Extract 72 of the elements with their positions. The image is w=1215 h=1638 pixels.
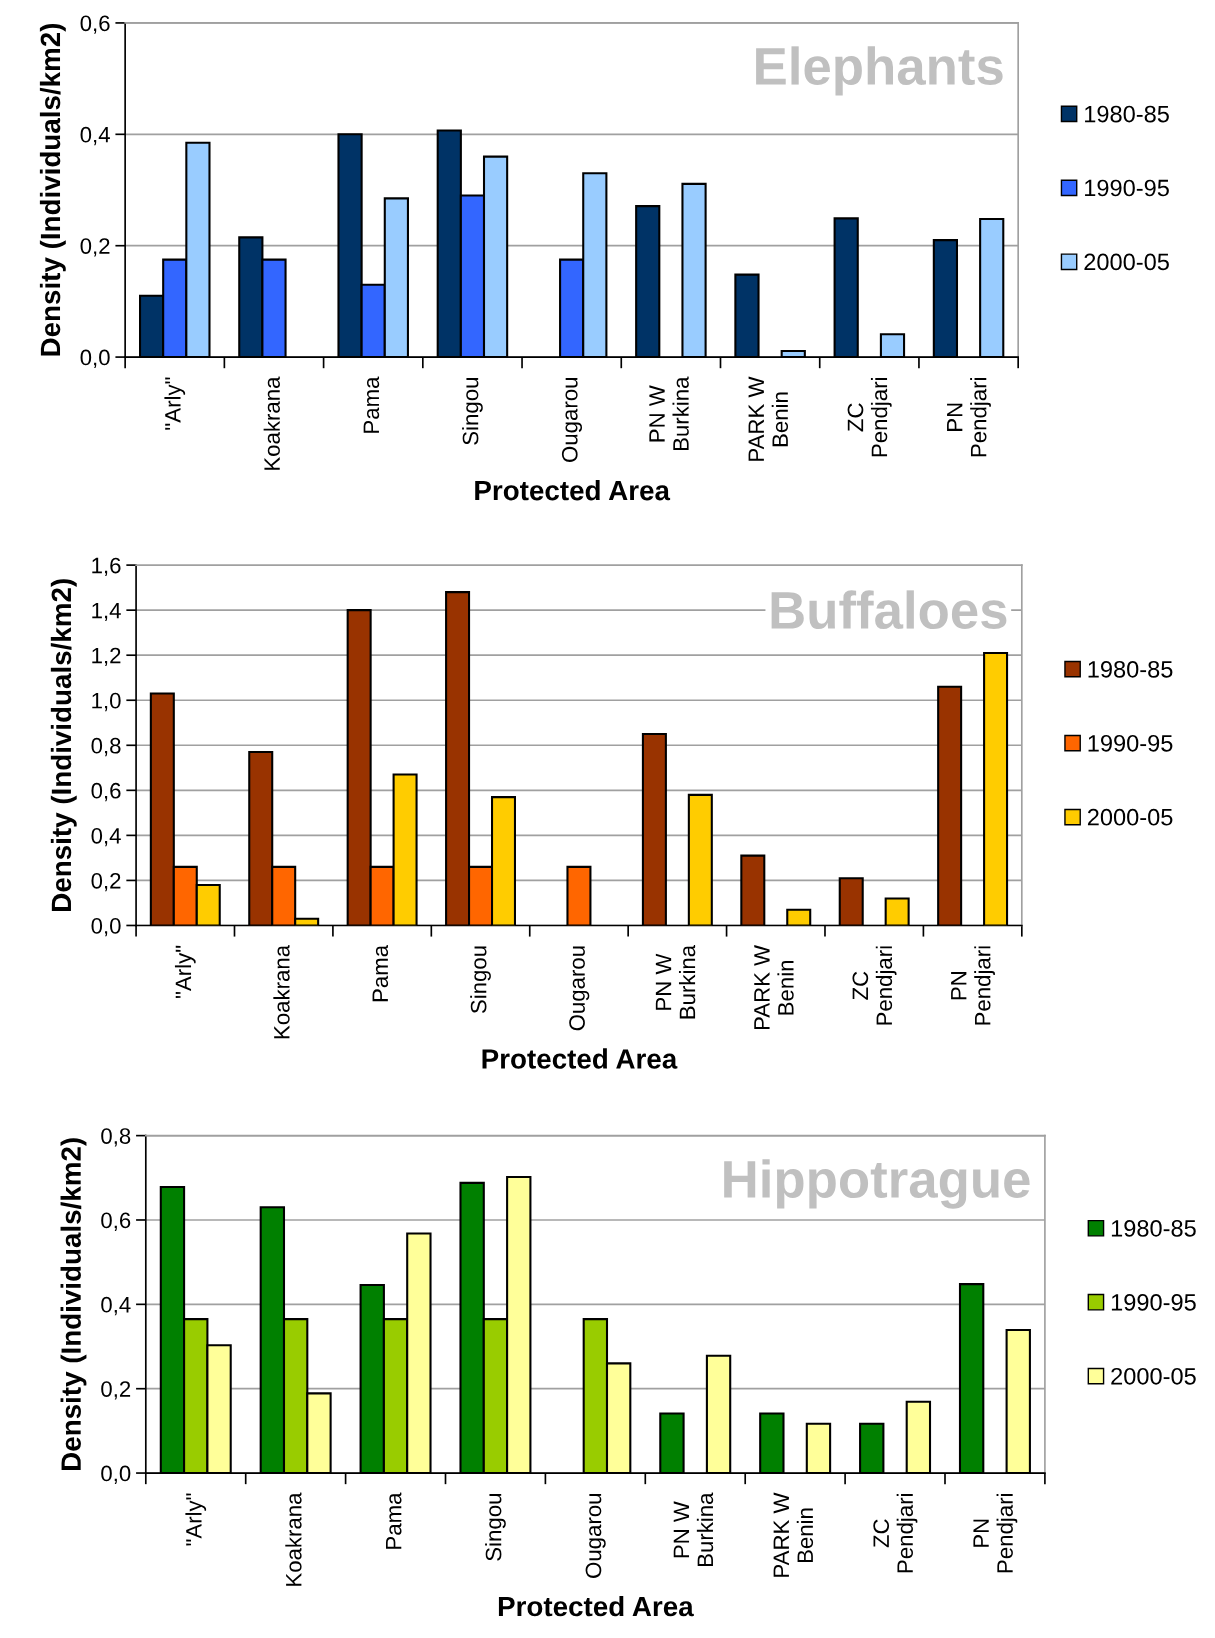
chart-title: Hippotrague — [724, 1159, 1030, 1209]
y-tick-label: 0,6 — [101, 1212, 131, 1231]
chart-title: Elephants — [756, 46, 1003, 96]
y-tick-label: 0,2 — [101, 1381, 131, 1400]
x-axis-title: Protected Area — [482, 1048, 678, 1069]
y-tick-label: 0,8 — [91, 737, 121, 757]
y-axis-title: Density (Individuals/km2) — [39, 23, 66, 356]
bar — [786, 908, 812, 926]
x-tick-label: ZC Pendjari — [852, 946, 897, 1025]
legend-label: 2000-05 — [1087, 808, 1173, 826]
x-tick-label: PN Pendjari — [951, 946, 995, 1025]
y-tick-label: 0,0 — [80, 349, 110, 368]
legend-label: 2000-05 — [1084, 253, 1169, 271]
y-tick-label: 0,0 — [91, 918, 121, 937]
y-tick-label: 0,8 — [101, 1128, 131, 1147]
chart-title: Buffaloes — [771, 590, 1007, 630]
x-tick-label: Pama — [386, 1492, 402, 1549]
y-tick-label: 0,4 — [80, 126, 110, 146]
y-tick-label: 1,0 — [92, 692, 121, 712]
x-tick-label: PN W Burkina — [649, 376, 689, 451]
legend-label: 1990-95 — [1085, 179, 1169, 197]
bar — [838, 877, 864, 926]
x-tick-label: Singou — [485, 1493, 506, 1561]
bar — [884, 897, 910, 926]
bar — [641, 732, 667, 926]
x-tick-label: PARK W Benin — [754, 944, 794, 1030]
x-tick-label: PN W Burkina — [655, 944, 696, 1019]
x-tick-label: Singou — [470, 946, 491, 1014]
bar — [937, 685, 963, 926]
bar — [566, 865, 592, 926]
x-tick-label: "Arly" — [174, 945, 196, 999]
bar — [740, 854, 766, 926]
x-tick-label: Ougarou — [569, 946, 590, 1031]
x-tick-label: ZC Pendjari — [847, 378, 892, 457]
x-tick-label: Koakrana — [273, 944, 290, 1039]
x-tick-label: Singou — [462, 378, 483, 445]
x-tick-label: Ougarou — [561, 378, 583, 462]
y-tick-label: 0,2 — [91, 872, 121, 892]
legend-label: 1990-95 — [1111, 1293, 1196, 1311]
y-tick-label: 0,6 — [80, 15, 110, 34]
x-tick-label: ZC Pendjari — [873, 1493, 918, 1573]
x-tick-label: Pama — [372, 944, 389, 1002]
x-tick-label: PN W Burkina — [673, 1492, 714, 1567]
x-tick-label: "Arly" — [185, 1493, 207, 1546]
x-tick-label: Koakrana — [263, 376, 280, 470]
y-tick-label: 0,4 — [101, 1296, 131, 1316]
y-tick-label: 0,0 — [101, 1465, 131, 1484]
y-tick-label: 0,4 — [91, 827, 121, 847]
x-axis-title: Protected Area — [498, 1595, 694, 1617]
y-tick-label: 1,2 — [92, 647, 121, 667]
legend-label: 2000-05 — [1111, 1367, 1196, 1385]
x-tick-label: Koakrana — [285, 1492, 302, 1586]
x-tick-label: PARK W Benin — [773, 1492, 814, 1577]
legend-label: 1980-85 — [1111, 1220, 1196, 1237]
legend-label: 1990-95 — [1088, 734, 1173, 752]
x-tick-label: "Arly" — [164, 377, 186, 430]
y-axis-title: Density (Individuals/km2) — [60, 1138, 87, 1470]
x-tick-label: PARK W Benin — [748, 376, 789, 461]
y-tick-label: 0,2 — [80, 238, 110, 257]
y-tick-label: 1,4 — [92, 602, 121, 622]
y-axis-title: Density (Individuals/km2) — [50, 579, 77, 911]
x-tick-label: Ougarou — [585, 1493, 606, 1578]
bar — [983, 651, 1009, 926]
x-tick-label: Pama — [363, 376, 380, 433]
x-tick-label: PN Pendjari — [973, 1493, 1018, 1573]
x-axis-title: Protected Area — [475, 479, 671, 501]
bar — [687, 793, 713, 926]
y-tick-label: 0,6 — [91, 782, 121, 802]
legend-label: 1980-85 — [1085, 105, 1169, 123]
legend-label: 1980-85 — [1088, 660, 1173, 678]
x-tick-label: PN Pendjari — [947, 378, 991, 457]
y-tick-label: 1,6 — [92, 557, 121, 577]
